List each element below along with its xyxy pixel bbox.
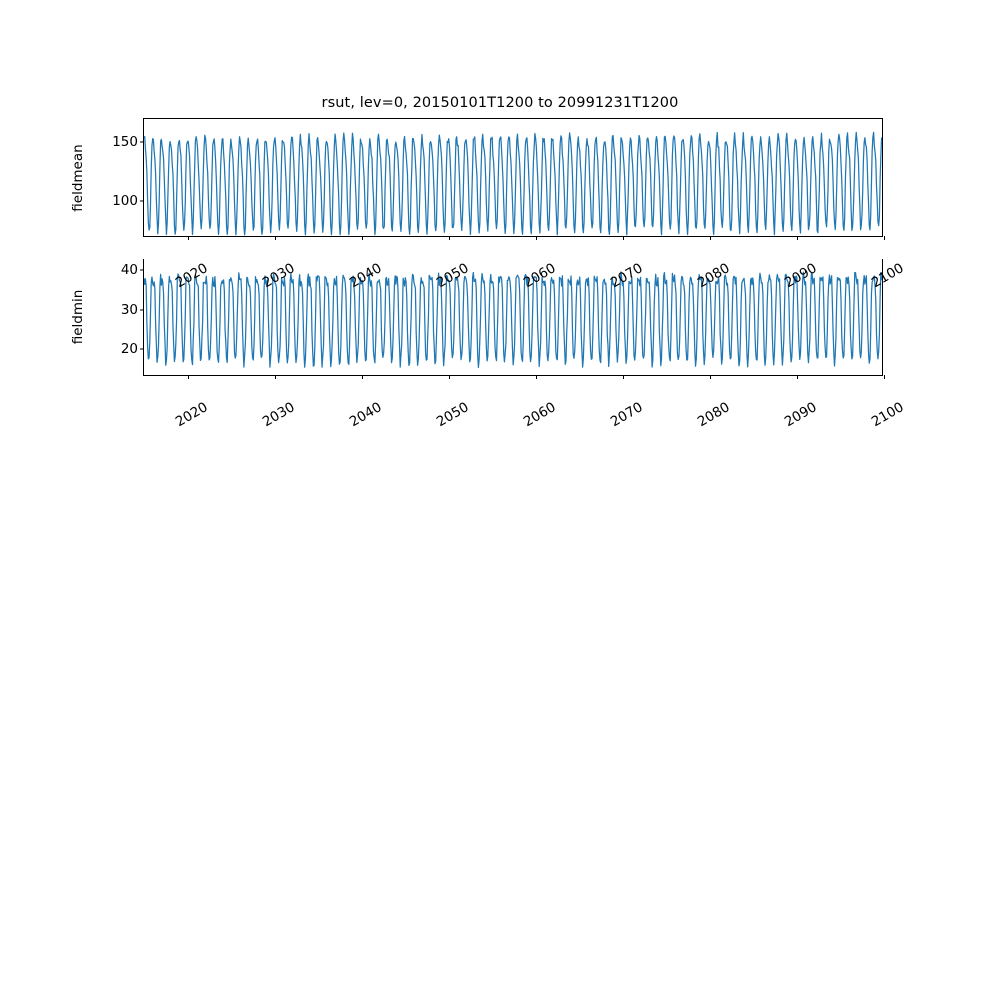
- y-tick-label-fieldmean-0: 100: [112, 192, 138, 209]
- data-line-fieldmean: [144, 132, 882, 235]
- x-tick-mark-fieldmin-5: [622, 375, 624, 379]
- y-axis-label-fieldmean: fieldmean: [70, 143, 86, 212]
- figure-title: rsut, lev=0, 20150101T1200 to 20991231T1…: [321, 95, 679, 111]
- x-tick-mark-fieldmean-1: [274, 236, 276, 240]
- x-tick-mark-fieldmean-2: [361, 236, 363, 240]
- x-tick-mark-fieldmin-3: [448, 375, 450, 379]
- y-tick-label-fieldmean-1: 150: [112, 134, 138, 151]
- plot-area-fieldmean: [144, 119, 882, 236]
- y-tick-mark-fieldmean-1: [140, 141, 144, 143]
- subplot-fieldmin: fieldmin 20 30 40 2020 2030 2040 2050 2060 2070 20…: [70, 257, 907, 430]
- x-tick-mark-fieldmin-0: [187, 375, 189, 379]
- x-tick-mark-fieldmin-1: [274, 375, 276, 379]
- y-tick-mark-fieldmean-0: [140, 200, 144, 202]
- x-tick-mark-fieldmean-3: [448, 236, 450, 240]
- y-tick-label-fieldmin-2: 40: [120, 261, 138, 278]
- plot-area-fieldmin: [144, 258, 882, 375]
- series-canvas-fieldmean: [144, 119, 882, 236]
- subplot-gap-cover-0: [0, 257, 1000, 1000]
- y-tick-mark-fieldmin-0: [140, 348, 144, 350]
- x-tick-mark-fieldmean-8: [884, 236, 886, 240]
- subplot-fieldmean: fieldmean 100 150 2020 2030 2040 2050 2060 2070 2…: [70, 118, 907, 291]
- x-tick-mark-fieldmin-4: [535, 375, 537, 379]
- x-tick-mark-fieldmean-4: [535, 236, 537, 240]
- label-overlap-mask-fieldmean: [0, 255, 1000, 259]
- y-tick-mark-fieldmin-1: [140, 309, 144, 311]
- x-tick-mark-fieldmin-2: [361, 375, 363, 379]
- y-tick-label-fieldmin-1: 30: [120, 301, 138, 318]
- x-tick-mark-fieldmean-0: [187, 236, 189, 240]
- x-tick-mark-fieldmean-6: [709, 236, 711, 240]
- x-tick-mark-fieldmean-7: [796, 236, 798, 240]
- x-tick-mark-fieldmin-6: [709, 375, 711, 379]
- x-tick-mark-fieldmin-8: [884, 375, 886, 379]
- y-tick-label-fieldmin-0: 20: [120, 341, 138, 358]
- y-axis-label-fieldmin: fieldmin: [70, 289, 86, 344]
- y-tick-mark-fieldmin-2: [140, 269, 144, 271]
- x-tick-mark-fieldmin-7: [796, 375, 798, 379]
- series-canvas-fieldmin: [144, 258, 882, 375]
- data-line-fieldmin: [144, 272, 882, 367]
- x-tick-mark-fieldmean-5: [622, 236, 624, 240]
